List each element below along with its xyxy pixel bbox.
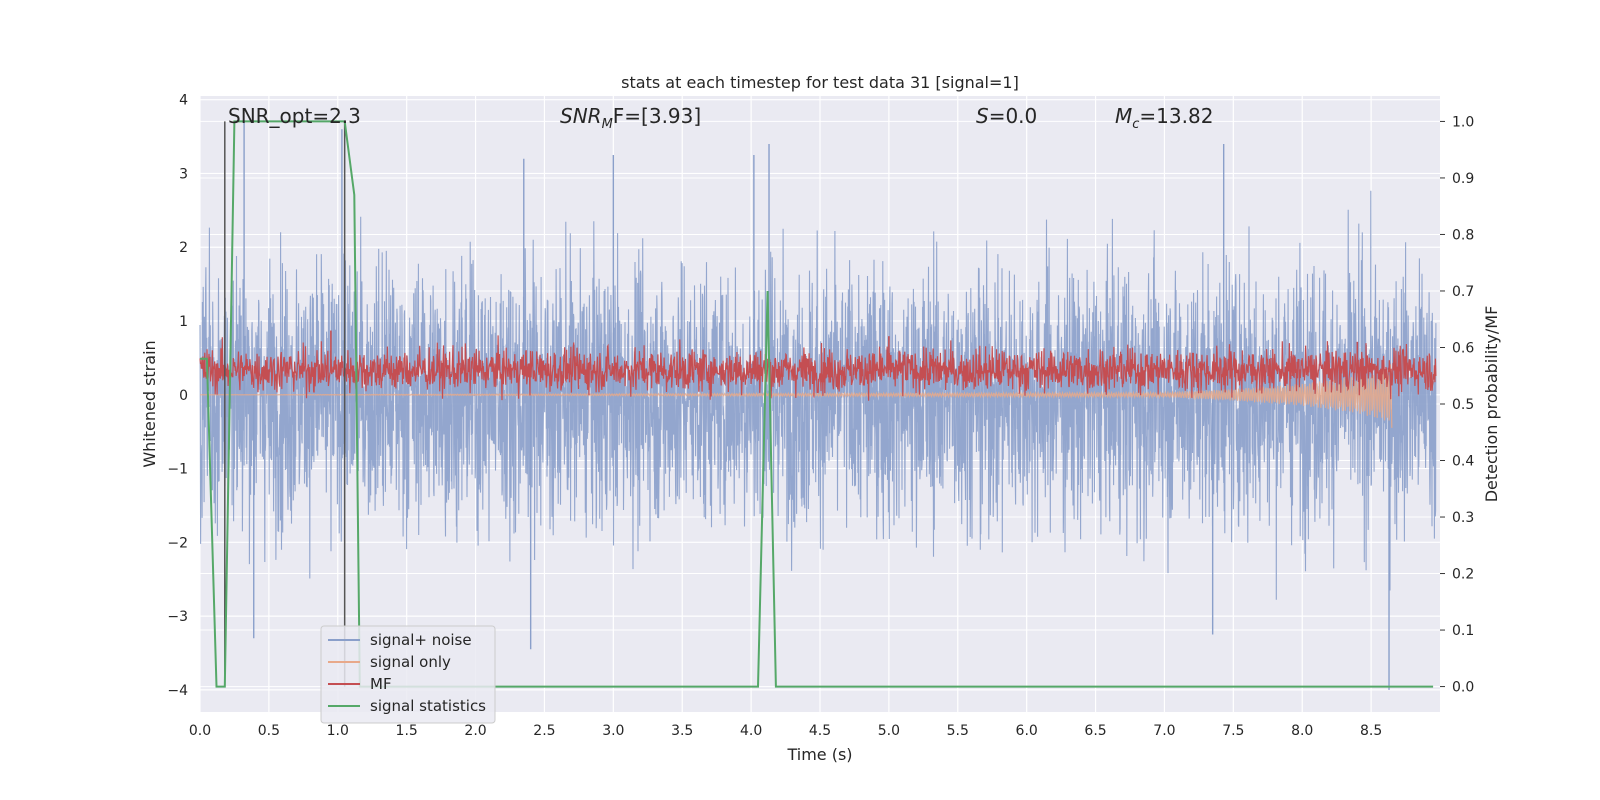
x-tick-label: 2.0 [464, 723, 486, 739]
annotation-snr-opt: SNR_opt=2.3 [228, 104, 361, 128]
x-tick-label: 2.5 [533, 723, 555, 739]
annotation-s-rest: =0.0 [989, 104, 1038, 128]
x-tick-label: 4.0 [740, 723, 762, 739]
annotation-mc: Mc=13.82 [1115, 104, 1213, 132]
annotation-snr-mf-base: SNR [560, 104, 602, 128]
x-tick-label: 5.5 [947, 723, 969, 739]
y-right-tick-label: 0.7 [1452, 284, 1474, 300]
x-tick-label: 8.0 [1291, 723, 1313, 739]
annotation-mc-sub: c [1132, 117, 1139, 132]
y-left-tick-label: −2 [167, 535, 188, 551]
legend-label-signal-only: signal only [370, 653, 451, 671]
annotation-mc-base: M [1115, 104, 1132, 128]
annotation-mc-rest: =13.82 [1139, 104, 1213, 128]
y-axis-right-label: Detection probability/MF [1482, 306, 1501, 503]
y-left-tick-label: 4 [179, 93, 188, 109]
annotation-snr-mf: SNRMF=[3.93] [560, 104, 701, 132]
legend-label-mf: MF [370, 675, 392, 693]
y-left-tick-label: 2 [179, 240, 188, 256]
x-tick-label: 6.0 [1016, 723, 1038, 739]
y-left-tick-label: −3 [167, 609, 188, 625]
y-right-tick-label: 0.6 [1452, 340, 1474, 356]
y-axis-right-ticks: 1.0 0.9 0.8 0.7 0.6 0.5 0.4 0.3 0.2 0.1 0.0 [1440, 114, 1474, 696]
x-tick-label: 7.5 [1222, 723, 1244, 739]
y-left-tick-label: −4 [167, 683, 188, 699]
x-tick-label: 3.0 [602, 723, 624, 739]
y-right-tick-label: 1.0 [1452, 114, 1474, 130]
annotation-snr-mf-rest: F=[3.93] [613, 104, 701, 128]
x-axis-ticks: 0.0 0.5 1.0 1.5 2.0 2.5 3.0 3.5 4.0 4.5 5.0 5.5 6.0 6… [189, 723, 1382, 739]
legend-box [320, 625, 496, 724]
y-right-tick-label: 0.1 [1452, 623, 1474, 639]
annotation-s: S=0.0 [976, 104, 1037, 128]
x-tick-label: 4.5 [809, 723, 831, 739]
y-left-tick-label: −1 [167, 462, 188, 478]
y-right-tick-label: 0.3 [1452, 510, 1474, 526]
chart-title: stats at each timestep for test data 31 … [621, 73, 1019, 92]
y-axis-left-ticks: 4 3 2 1 0 −1 −2 −3 −4 [167, 93, 188, 699]
x-tick-label: 8.5 [1360, 723, 1382, 739]
x-tick-label: 3.5 [671, 723, 693, 739]
annotation-s-var: S [976, 104, 989, 128]
series-signal-statistics-line [200, 120, 1434, 688]
x-tick-label: 7.0 [1153, 723, 1175, 739]
legend-label-signal-statistics: signal statistics [370, 697, 486, 715]
x-tick-label: 0.5 [258, 723, 280, 739]
series-layer [199, 120, 1437, 690]
y-right-tick-label: 0.2 [1452, 567, 1474, 583]
legend: signal+ noise signal only MF signal stat… [320, 625, 496, 724]
y-right-tick-label: 0.4 [1452, 454, 1474, 470]
y-left-tick-label: 3 [179, 166, 188, 182]
x-tick-label: 0.0 [189, 723, 211, 739]
x-tick-label: 1.5 [396, 723, 418, 739]
x-tick-label: 1.0 [327, 723, 349, 739]
y-axis-left-label: Whitened strain [140, 340, 159, 467]
y-right-tick-label: 0.9 [1452, 171, 1474, 187]
series-mf-line [199, 335, 1437, 401]
x-axis-label: Time (s) [786, 745, 852, 764]
x-tick-label: 6.5 [1084, 723, 1106, 739]
y-right-tick-label: 0.5 [1452, 397, 1474, 413]
x-tick-label: 5.0 [878, 723, 900, 739]
y-right-tick-label: 0.0 [1452, 680, 1474, 696]
y-right-tick-label: 0.8 [1452, 227, 1474, 243]
y-left-tick-label: 0 [179, 388, 188, 404]
annotation-snr-mf-sub: M [602, 117, 613, 132]
y-left-tick-label: 1 [179, 314, 188, 330]
legend-label-signal-noise: signal+ noise [370, 631, 472, 649]
